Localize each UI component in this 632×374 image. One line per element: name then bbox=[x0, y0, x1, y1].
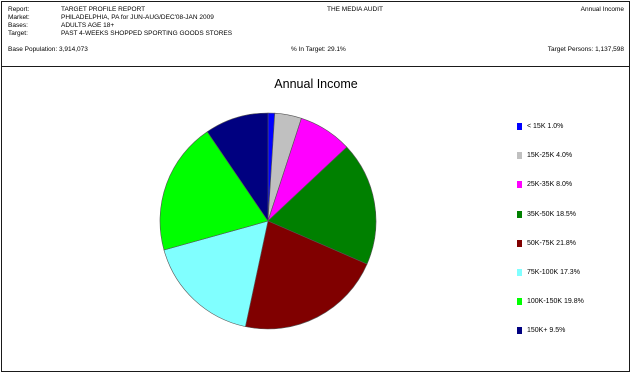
legend-swatch bbox=[517, 181, 522, 189]
percent-in-target: % In Target: 29.1% bbox=[291, 46, 346, 53]
legend-label: 75K-100K 17.3% bbox=[527, 269, 580, 276]
target-persons: Target Persons: 1,137,598 bbox=[547, 46, 624, 53]
base-population: Base Population: 3,914,073 bbox=[8, 46, 88, 53]
media-audit-title: THE MEDIA AUDIT bbox=[327, 6, 383, 13]
report-label: Report: bbox=[8, 6, 30, 13]
bases-value: ADULTS AGE 18+ bbox=[61, 22, 115, 29]
legend-swatch bbox=[517, 239, 522, 247]
legend-label: 35K-50K 18.5% bbox=[527, 210, 577, 218]
pie-slice-35k-50k bbox=[267, 146, 377, 265]
legend-label: 100K-150K 19.8% bbox=[527, 298, 584, 306]
legend-swatch bbox=[517, 327, 522, 335]
report-topic: Annual Income bbox=[580, 6, 624, 13]
report-header: Report: TARGET PROFILE REPORT Market: PH… bbox=[1, 1, 630, 67]
chart-title: Annual Income bbox=[274, 77, 358, 91]
bases-label: Bases: bbox=[8, 22, 28, 29]
pie-slice-150k bbox=[206, 112, 269, 222]
legend-label: 50K-75K 21.8% bbox=[527, 239, 577, 247]
target-label: Target: bbox=[8, 30, 28, 37]
pie-slice-50k-75k bbox=[245, 220, 368, 330]
legend-swatch bbox=[517, 298, 522, 306]
legend-swatch bbox=[517, 152, 522, 160]
legend-swatch bbox=[517, 269, 522, 276]
legend-swatch bbox=[517, 210, 522, 218]
pie-slice-100k-150k bbox=[159, 131, 269, 251]
report-value: TARGET PROFILE REPORT bbox=[61, 6, 146, 13]
pie-slice-75k-100k bbox=[163, 220, 269, 327]
market-value: PHILADELPHIA, PA for JUN-AUG/DEC'08-JAN … bbox=[61, 14, 214, 21]
legend-label: 150K+ 9.5% bbox=[527, 327, 566, 335]
legend-label: < 15K 1.0% bbox=[527, 123, 564, 130]
target-value: PAST 4-WEEKS SHOPPED SPORTING GOODS STOR… bbox=[61, 30, 233, 37]
legend-label: 15K-25K 4.0% bbox=[527, 152, 573, 160]
market-label: Market: bbox=[8, 14, 30, 21]
legend-swatch bbox=[517, 123, 522, 130]
legend-label: 25K-35K 8.0% bbox=[527, 181, 573, 189]
